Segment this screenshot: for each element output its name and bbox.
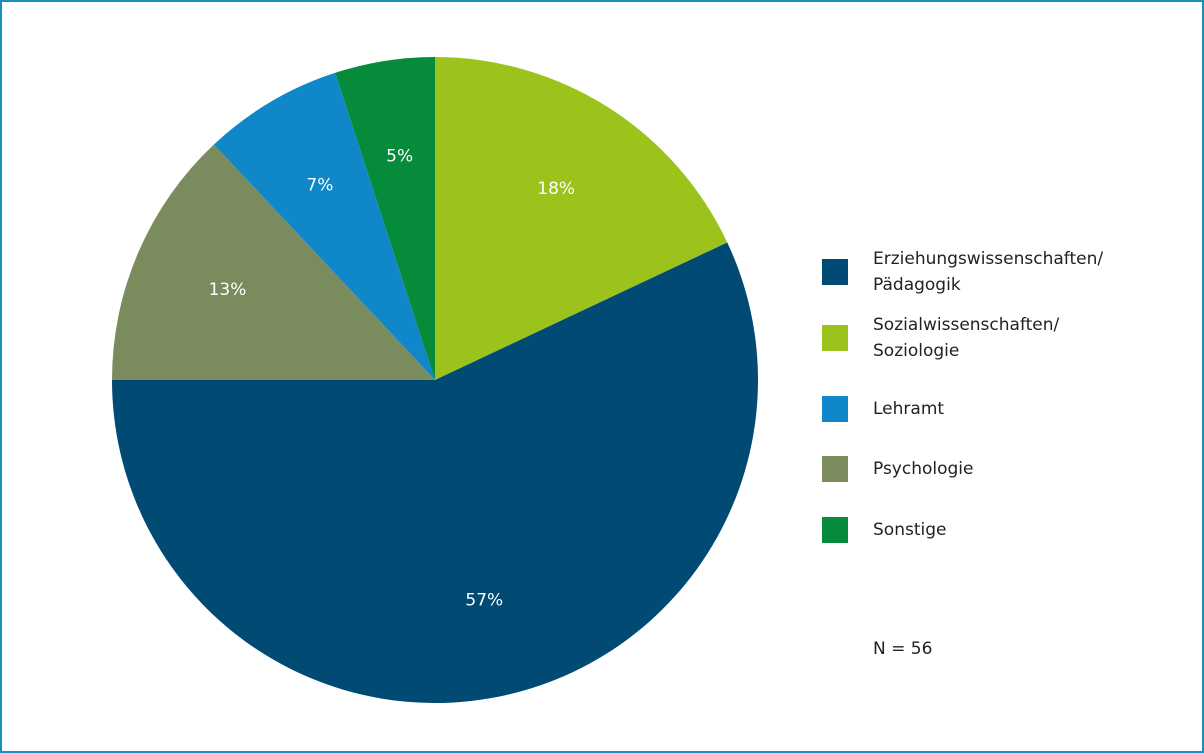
value-label: 13% <box>209 280 247 300</box>
legend-swatch <box>822 325 848 351</box>
pie-slice <box>111 242 758 703</box>
value-label: 18% <box>537 179 575 199</box>
legend-label: Lehramt <box>873 399 944 419</box>
value-label: 57% <box>465 591 503 611</box>
legend-swatch <box>822 517 848 543</box>
legend-swatch <box>822 396 848 422</box>
value-label: 7% <box>306 175 333 195</box>
value-label: 5% <box>386 147 413 167</box>
legend-label: Psychologie <box>873 459 974 479</box>
pie-slice <box>435 57 728 380</box>
pie-slice <box>112 144 435 380</box>
pie-slice <box>335 57 435 380</box>
legend-label: Sozialwissenschaften/Soziologie <box>873 315 1060 361</box>
legend-label: Erziehungswissenschaften/Pädagogik <box>873 249 1103 295</box>
legend-swatch <box>822 456 848 482</box>
legend-label: Sonstige <box>873 520 946 540</box>
legend-swatch <box>822 259 848 285</box>
pie-slice <box>213 72 435 380</box>
annotation: N = 56 <box>873 639 932 659</box>
